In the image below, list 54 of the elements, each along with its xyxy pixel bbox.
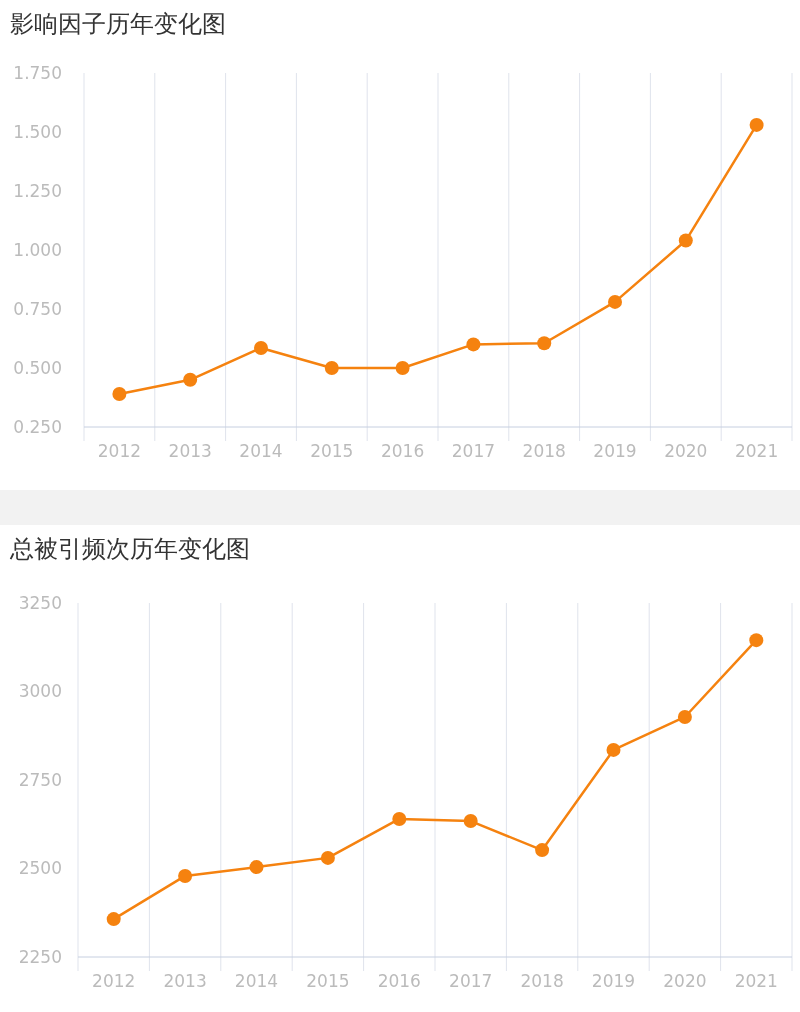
x-tick-label: 2013 [168, 441, 212, 461]
point [249, 860, 264, 875]
point [606, 742, 621, 757]
point [678, 233, 693, 248]
y-tick-label: 1.250 [13, 180, 62, 201]
x-tick-label: 2021 [734, 441, 779, 461]
point [112, 386, 127, 401]
x-tick-label: 2013 [163, 971, 207, 991]
point [254, 340, 268, 355]
x-tick-label: 2012 [97, 441, 142, 461]
y-tick-label: 2750 [18, 769, 62, 790]
x-tick-label: 2015 [306, 971, 350, 991]
x-tick-label: 2012 [92, 971, 136, 991]
x-tick-label: 2017 [449, 971, 493, 991]
x-tick-label: 2020 [664, 441, 708, 461]
point [749, 633, 764, 648]
x-tick-label: 2017 [451, 441, 496, 461]
x-tick-label: 2015 [310, 441, 354, 461]
y-tick-label: 1.000 [13, 239, 62, 260]
y-tick-label: 0.500 [13, 357, 62, 378]
point [395, 361, 410, 375]
point [463, 814, 478, 829]
point [608, 294, 622, 309]
x-tick-label: 2021 [734, 971, 778, 991]
y-tick-label: 0.250 [13, 416, 62, 437]
x-tick-label: 2016 [380, 441, 425, 461]
point [749, 117, 764, 132]
y-tick-label: 1.750 [13, 62, 62, 83]
point [392, 811, 407, 826]
point [320, 850, 335, 865]
point [537, 336, 552, 351]
y-tick-label: 3250 [18, 592, 62, 613]
x-tick-label: 2014 [239, 441, 283, 461]
point [178, 868, 193, 883]
x-tick-label: 2019 [591, 971, 636, 991]
y-tick-label: 0.750 [13, 298, 62, 319]
y-tick-label: 1.500 [13, 121, 62, 142]
point [106, 912, 121, 927]
y-tick-label: 3000 [18, 681, 62, 702]
x-tick-label: 2014 [234, 971, 279, 991]
chart-title: 总被引频次历年变化图 [9, 535, 250, 563]
x-tick-label: 2018 [522, 441, 566, 461]
chart-title: 影响因子历年变化图 [10, 10, 226, 38]
x-tick-label: 2018 [520, 971, 564, 991]
point [183, 372, 198, 387]
x-tick-label: 2020 [663, 971, 707, 991]
y-tick-label: 2500 [18, 858, 62, 879]
x-tick-label: 2016 [377, 971, 421, 991]
point [535, 843, 550, 858]
point [466, 337, 481, 352]
y-tick-label: 2250 [18, 946, 62, 967]
point [324, 361, 339, 375]
point [677, 709, 692, 724]
x-tick-label: 2019 [593, 441, 637, 461]
